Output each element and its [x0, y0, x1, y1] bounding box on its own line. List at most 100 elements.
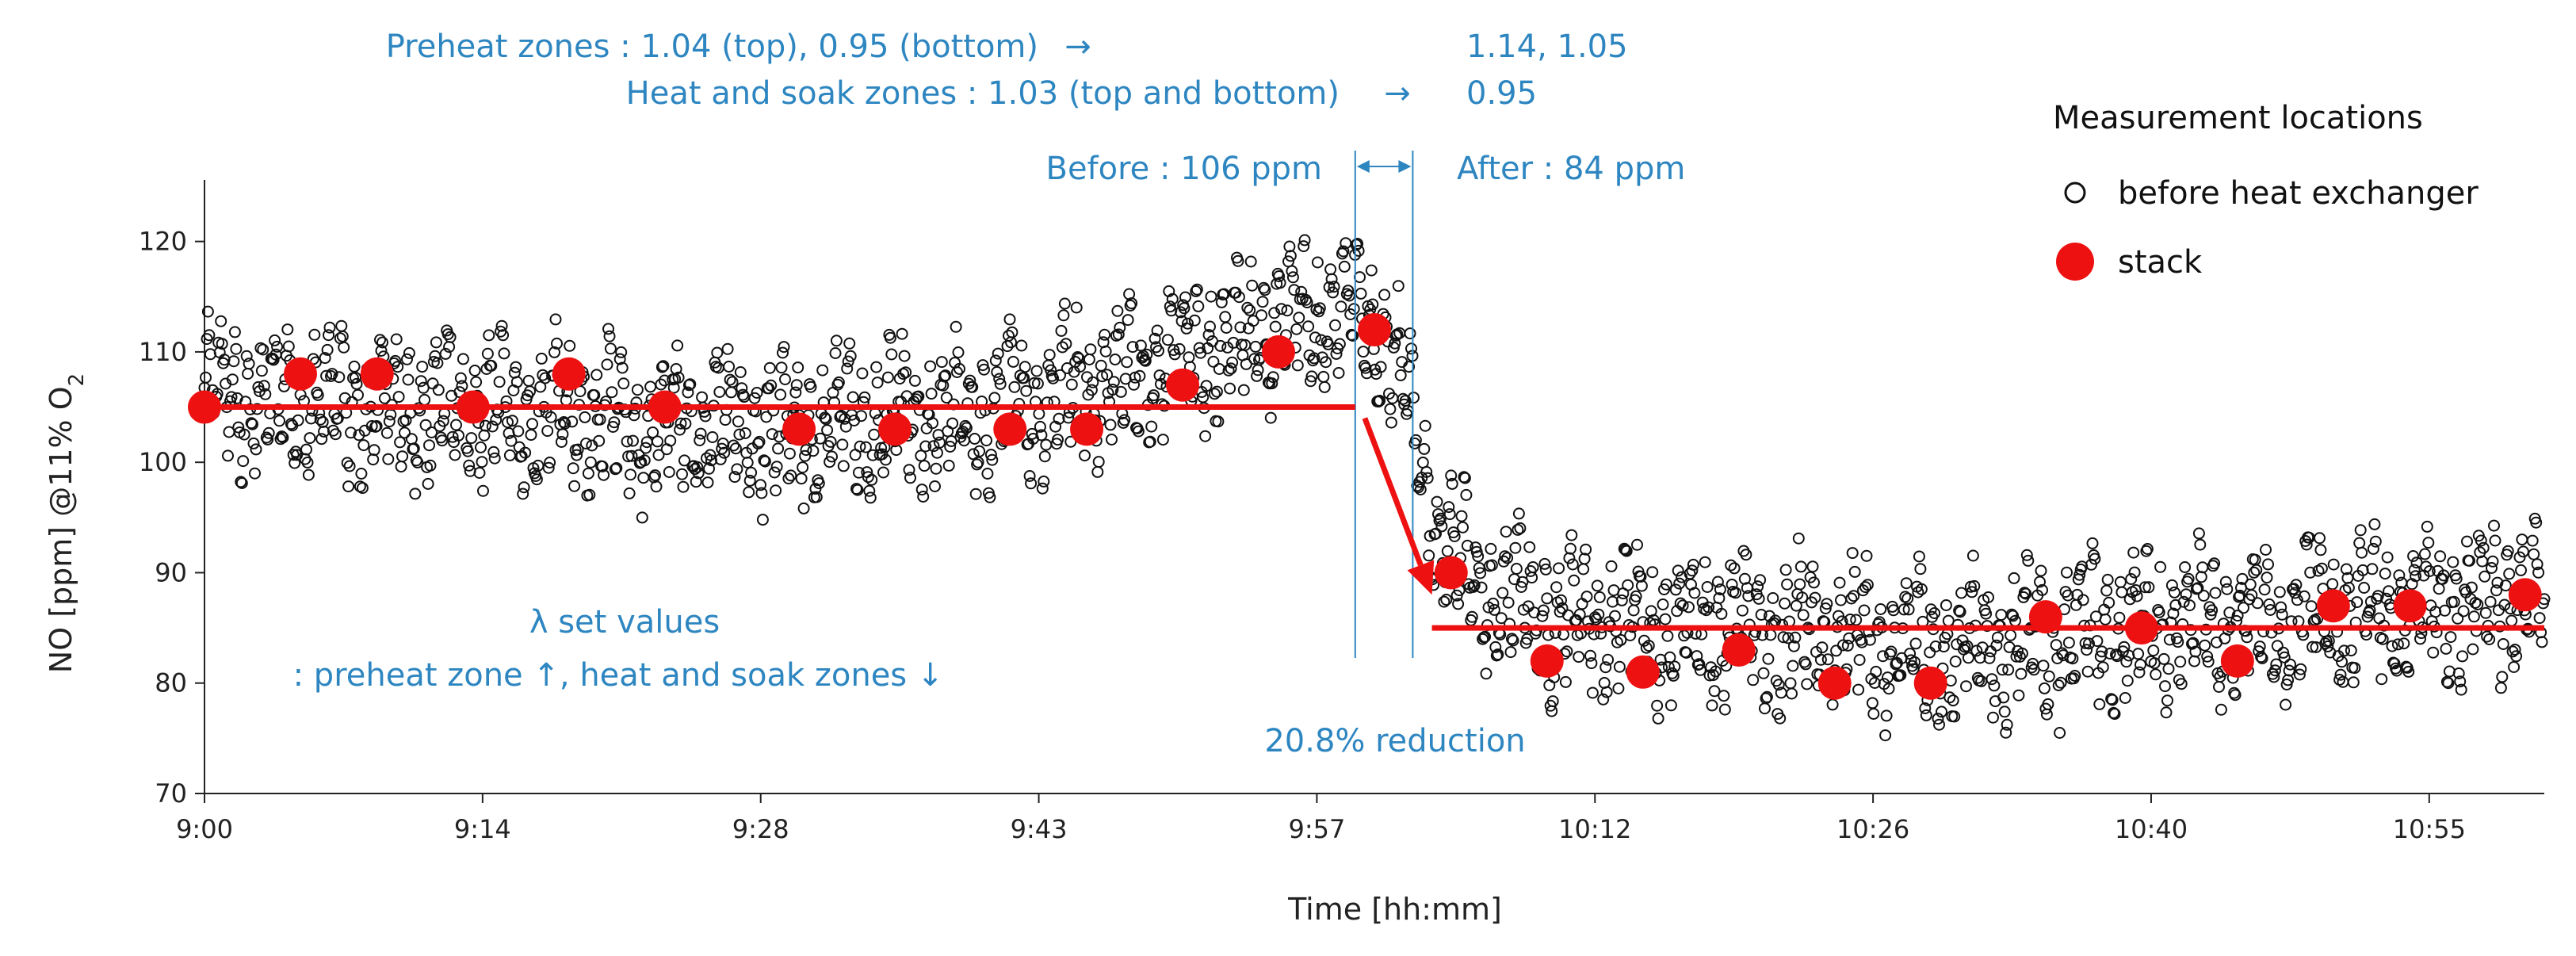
hx-point — [1937, 641, 1950, 653]
hx-point — [973, 445, 986, 457]
hx-point — [2489, 534, 2501, 547]
hx-point — [598, 468, 610, 481]
hx-point — [2096, 645, 2108, 658]
hx-point — [1565, 529, 1578, 541]
hx-point — [1870, 665, 1882, 678]
hx-point — [378, 392, 391, 404]
hx-point — [426, 377, 439, 390]
hx-point — [392, 391, 405, 403]
hx-point — [1385, 416, 1397, 429]
hx-point — [2245, 589, 2258, 602]
hx-point — [2504, 602, 2517, 615]
hx-point — [1175, 306, 1187, 319]
hx-point — [915, 449, 927, 462]
hx-point — [1106, 384, 1119, 396]
hx-point — [245, 417, 258, 430]
hx-point — [2054, 727, 2066, 739]
hx-point — [1457, 521, 1469, 533]
hx-point — [1936, 706, 1947, 718]
hx-point — [315, 433, 328, 445]
hx-point — [743, 486, 755, 499]
stack-point — [456, 390, 490, 424]
hx-point — [2165, 579, 2178, 591]
hx-point — [510, 361, 522, 373]
hx-point — [1509, 541, 1522, 554]
hx-point — [671, 339, 684, 352]
hx-point — [2433, 583, 2445, 595]
hx-point — [2168, 586, 2180, 598]
hx-point — [719, 414, 732, 426]
hx-point — [2429, 606, 2442, 618]
hx-point — [1913, 550, 1925, 563]
hx-point — [453, 429, 464, 442]
hx-point — [2314, 544, 2327, 556]
hx-point — [557, 416, 570, 428]
legend-entry-before-heat-exchanger: before heat exchanger — [2118, 175, 2479, 212]
hx-point — [2349, 662, 2361, 675]
hx-point — [1145, 420, 1158, 433]
hx-point — [1283, 240, 1296, 253]
hx-point — [352, 388, 364, 401]
hx-point — [684, 378, 697, 391]
hx-point — [2089, 553, 2101, 565]
hx-point — [506, 415, 518, 427]
hx-point — [1497, 555, 1510, 568]
hx-point — [1703, 601, 1715, 614]
hx-point — [477, 484, 489, 497]
hx-point — [2479, 606, 2492, 619]
hx-point — [2238, 602, 2249, 614]
hx-point — [1204, 320, 1216, 333]
hx-point — [1489, 641, 1502, 653]
hx-point — [227, 355, 240, 368]
legend-entry-stack: stack — [2118, 244, 2203, 281]
hx-point — [2461, 535, 2473, 548]
hx-point — [800, 444, 812, 457]
hx-point — [1458, 472, 1471, 484]
hx-point — [1118, 414, 1131, 426]
stack-point — [2220, 644, 2254, 678]
hx-point — [336, 330, 349, 342]
hx-point — [2099, 613, 2112, 625]
hx-point — [2012, 689, 2025, 702]
hx-point — [1374, 395, 1386, 407]
hx-point — [1988, 679, 2001, 692]
hx-point — [2002, 663, 2015, 676]
hx-point — [706, 431, 719, 443]
hx-point — [1593, 591, 1606, 603]
lambda-annotation-line1: λ set values — [529, 604, 720, 641]
hx-point — [1256, 309, 1267, 322]
before-mean-label: Before : 106 ppm — [1046, 151, 1323, 187]
hx-point — [1609, 610, 1621, 622]
y-tick-label: 110 — [139, 337, 187, 367]
hx-point — [1192, 300, 1205, 312]
hx-point — [503, 449, 516, 461]
heatsoak-after-annotation: 0.95 — [1466, 75, 1537, 112]
hx-point — [402, 373, 415, 386]
hx-point — [318, 425, 331, 438]
hx-point — [1025, 477, 1038, 490]
hx-point — [790, 379, 803, 392]
hx-point — [281, 323, 294, 336]
lambda-annotation-line2: : preheat zone ↑, heat and soak zones ↓ — [293, 657, 944, 694]
hx-point — [729, 442, 742, 455]
hx-point — [2043, 670, 2055, 683]
hx-point — [2376, 633, 2389, 645]
hx-point — [2141, 543, 2154, 555]
hx-point — [1767, 592, 1779, 604]
hx-point — [319, 352, 331, 365]
hx-point — [1808, 576, 1820, 589]
hx-point — [583, 488, 596, 501]
hx-point — [2108, 706, 2120, 719]
hx-point — [663, 466, 675, 478]
hx-point — [468, 365, 481, 377]
hx-point — [542, 461, 555, 474]
hx-point — [2015, 667, 2028, 680]
hx-point — [986, 453, 999, 466]
hx-point — [1366, 298, 1379, 311]
hx-point — [1133, 369, 1146, 382]
hx-point — [2113, 611, 2126, 624]
hx-point — [726, 376, 739, 388]
hx-point — [637, 472, 650, 484]
hx-point — [1420, 465, 1433, 478]
hx-point — [1900, 577, 1913, 590]
